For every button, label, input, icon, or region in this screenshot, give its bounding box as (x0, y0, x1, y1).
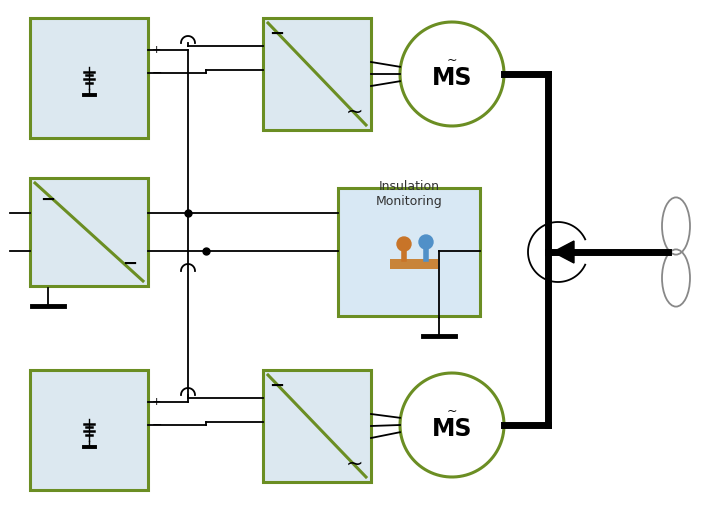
Text: MS: MS (432, 417, 472, 441)
Text: −: − (269, 25, 285, 43)
Bar (263, 18, 371, 130)
Bar (30, 18, 148, 138)
Text: +: + (152, 45, 162, 55)
Text: MS: MS (432, 66, 472, 90)
Bar (30, 370, 148, 490)
Text: −: − (152, 67, 162, 80)
Polygon shape (553, 241, 574, 263)
Circle shape (397, 237, 411, 251)
Bar (338, 188, 480, 316)
Bar (263, 370, 371, 482)
Bar (30, 178, 148, 286)
Text: −: − (269, 377, 285, 395)
FancyBboxPatch shape (390, 259, 438, 269)
Text: ~: ~ (347, 454, 363, 474)
Text: −: − (152, 418, 162, 431)
Text: ~: ~ (446, 54, 457, 67)
Text: +: + (152, 397, 162, 407)
Text: ~: ~ (347, 102, 363, 122)
Text: −: − (41, 191, 56, 209)
Circle shape (419, 235, 433, 249)
Text: −: − (122, 255, 138, 273)
Text: ~: ~ (446, 404, 457, 417)
Text: Insulation
Monitoring: Insulation Monitoring (375, 180, 442, 208)
